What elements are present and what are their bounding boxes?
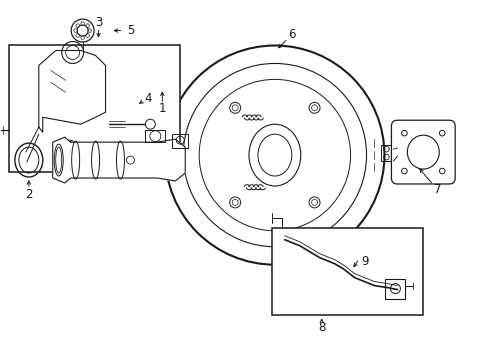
Text: 6: 6 [287, 28, 295, 41]
Bar [9, 45, 180, 172]
Text: 9: 9 [360, 255, 367, 268]
Bar [271, 228, 423, 315]
Text: 1: 1 [158, 102, 166, 115]
Text: 4: 4 [144, 92, 152, 105]
Bar [172, 134, 188, 148]
Circle shape [165, 45, 384, 265]
Text: 2: 2 [25, 188, 33, 202]
Polygon shape [53, 137, 185, 183]
Polygon shape [39, 50, 105, 132]
Text: 3: 3 [95, 16, 102, 29]
Text: 7: 7 [433, 184, 440, 197]
Bar [381, 145, 393, 161]
Text: 8: 8 [317, 321, 325, 334]
Text: 5: 5 [126, 24, 134, 37]
FancyBboxPatch shape [390, 120, 454, 184]
Bar [385, 279, 405, 298]
Circle shape [71, 19, 94, 42]
Bar [145, 130, 165, 142]
